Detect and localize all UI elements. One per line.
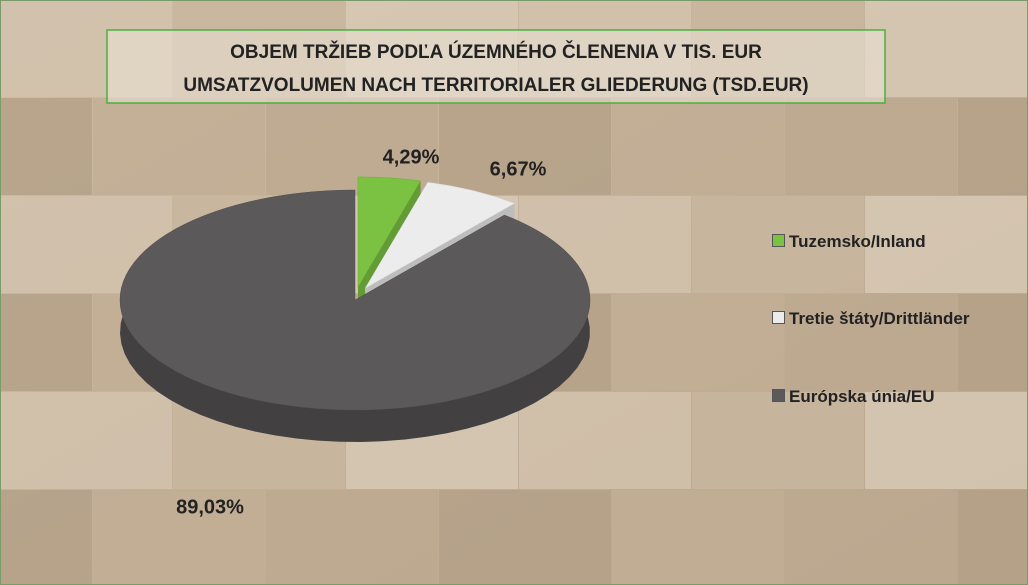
wood-tile (519, 392, 691, 489)
data-label: 89,03% (176, 496, 244, 518)
wood-tile (266, 490, 438, 585)
wood-tile (612, 294, 784, 391)
slice (120, 190, 590, 410)
wood-tile (612, 490, 784, 585)
legend-label: Tuzemsko/Inland (789, 232, 926, 251)
legend-swatch (772, 311, 785, 324)
chart-subtitle: UMSATZVOLUMEN NACH TERRITORIALER GLIEDER… (183, 75, 808, 96)
wood-tile (612, 98, 784, 195)
wood-tile (958, 98, 1028, 195)
data-label: 4,29% (383, 146, 440, 168)
legend-swatch (772, 389, 785, 402)
wood-tile (865, 0, 1028, 97)
legend-item: Tuzemsko/Inland (772, 228, 982, 256)
legend-item: Európska únia/EU (772, 383, 982, 411)
wood-tile (785, 98, 957, 195)
wood-tile (439, 490, 611, 585)
wood-tile (958, 490, 1028, 585)
wood-tile (0, 294, 92, 391)
wood-tile (0, 490, 92, 585)
wood-tile (0, 392, 172, 489)
chart-root: OBJEM TRŽIEB PODĽA ÚZEMNÉHO ČLENENIA V T… (0, 0, 1028, 585)
chart-title: OBJEM TRŽIEB PODĽA ÚZEMNÉHO ČLENENIA V T… (230, 41, 762, 63)
wood-tile (0, 98, 92, 195)
legend-swatch (772, 234, 785, 247)
legend-label: Európska únia/EU (789, 387, 934, 406)
data-label: 6,67% (490, 158, 547, 180)
chart: OBJEM TRŽIEB PODĽA ÚZEMNÉHO ČLENENIA V T… (0, 0, 1028, 585)
wood-tile (439, 98, 611, 195)
legend-label: Tretie štáty/Drittländer (789, 309, 969, 328)
wood-tile (785, 490, 957, 585)
wood-tile (93, 98, 265, 195)
legend-item: Tretie štáty/Drittländer (772, 305, 982, 333)
